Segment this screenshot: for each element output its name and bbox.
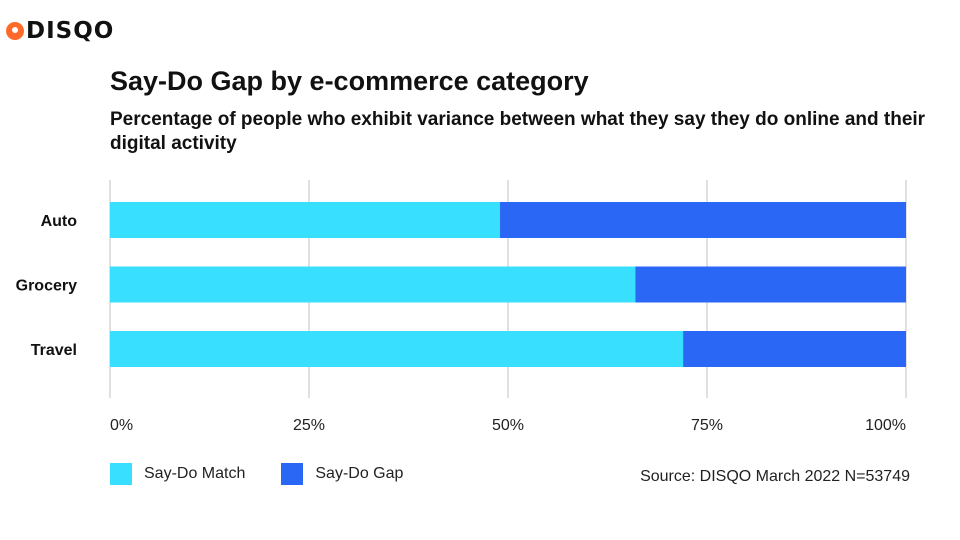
legend-item-match: Say-Do Match (110, 463, 245, 485)
bar-travel-match (110, 331, 684, 367)
legend-swatch-match (110, 463, 132, 485)
category-label: Travel (31, 342, 77, 359)
legend-label-gap: Say-Do Gap (315, 465, 404, 482)
legend: Say-Do Match Say-Do Gap (110, 463, 439, 485)
x-tick-label: 100% (865, 417, 906, 434)
brand-name: DISQO (26, 18, 115, 44)
bar-grocery-gap (635, 266, 906, 303)
legend-swatch-gap (281, 463, 304, 485)
x-tick-label: 0% (110, 417, 133, 434)
legend-item-gap: Say-Do Gap (281, 463, 403, 485)
category-label: Auto (41, 213, 78, 230)
legend-label-match: Say-Do Match (144, 465, 246, 482)
source-note: Source: DISQO March 2022 N=53749 (640, 468, 910, 485)
chart-title: Say-Do Gap by e-commerce category (110, 66, 589, 96)
bar-auto-gap (500, 202, 906, 238)
chart-subtitle: Percentage of people who exhibit varianc… (110, 109, 926, 154)
logo-icon (6, 22, 24, 40)
bar-grocery-match (110, 266, 636, 303)
x-tick-label: 50% (492, 417, 524, 434)
bar-auto-match (110, 202, 501, 238)
category-label: Grocery (16, 278, 77, 295)
bar-travel-gap (683, 331, 906, 367)
x-tick-label: 25% (293, 417, 325, 434)
x-tick-label: 75% (691, 417, 723, 434)
logo: DISQO (6, 18, 114, 44)
